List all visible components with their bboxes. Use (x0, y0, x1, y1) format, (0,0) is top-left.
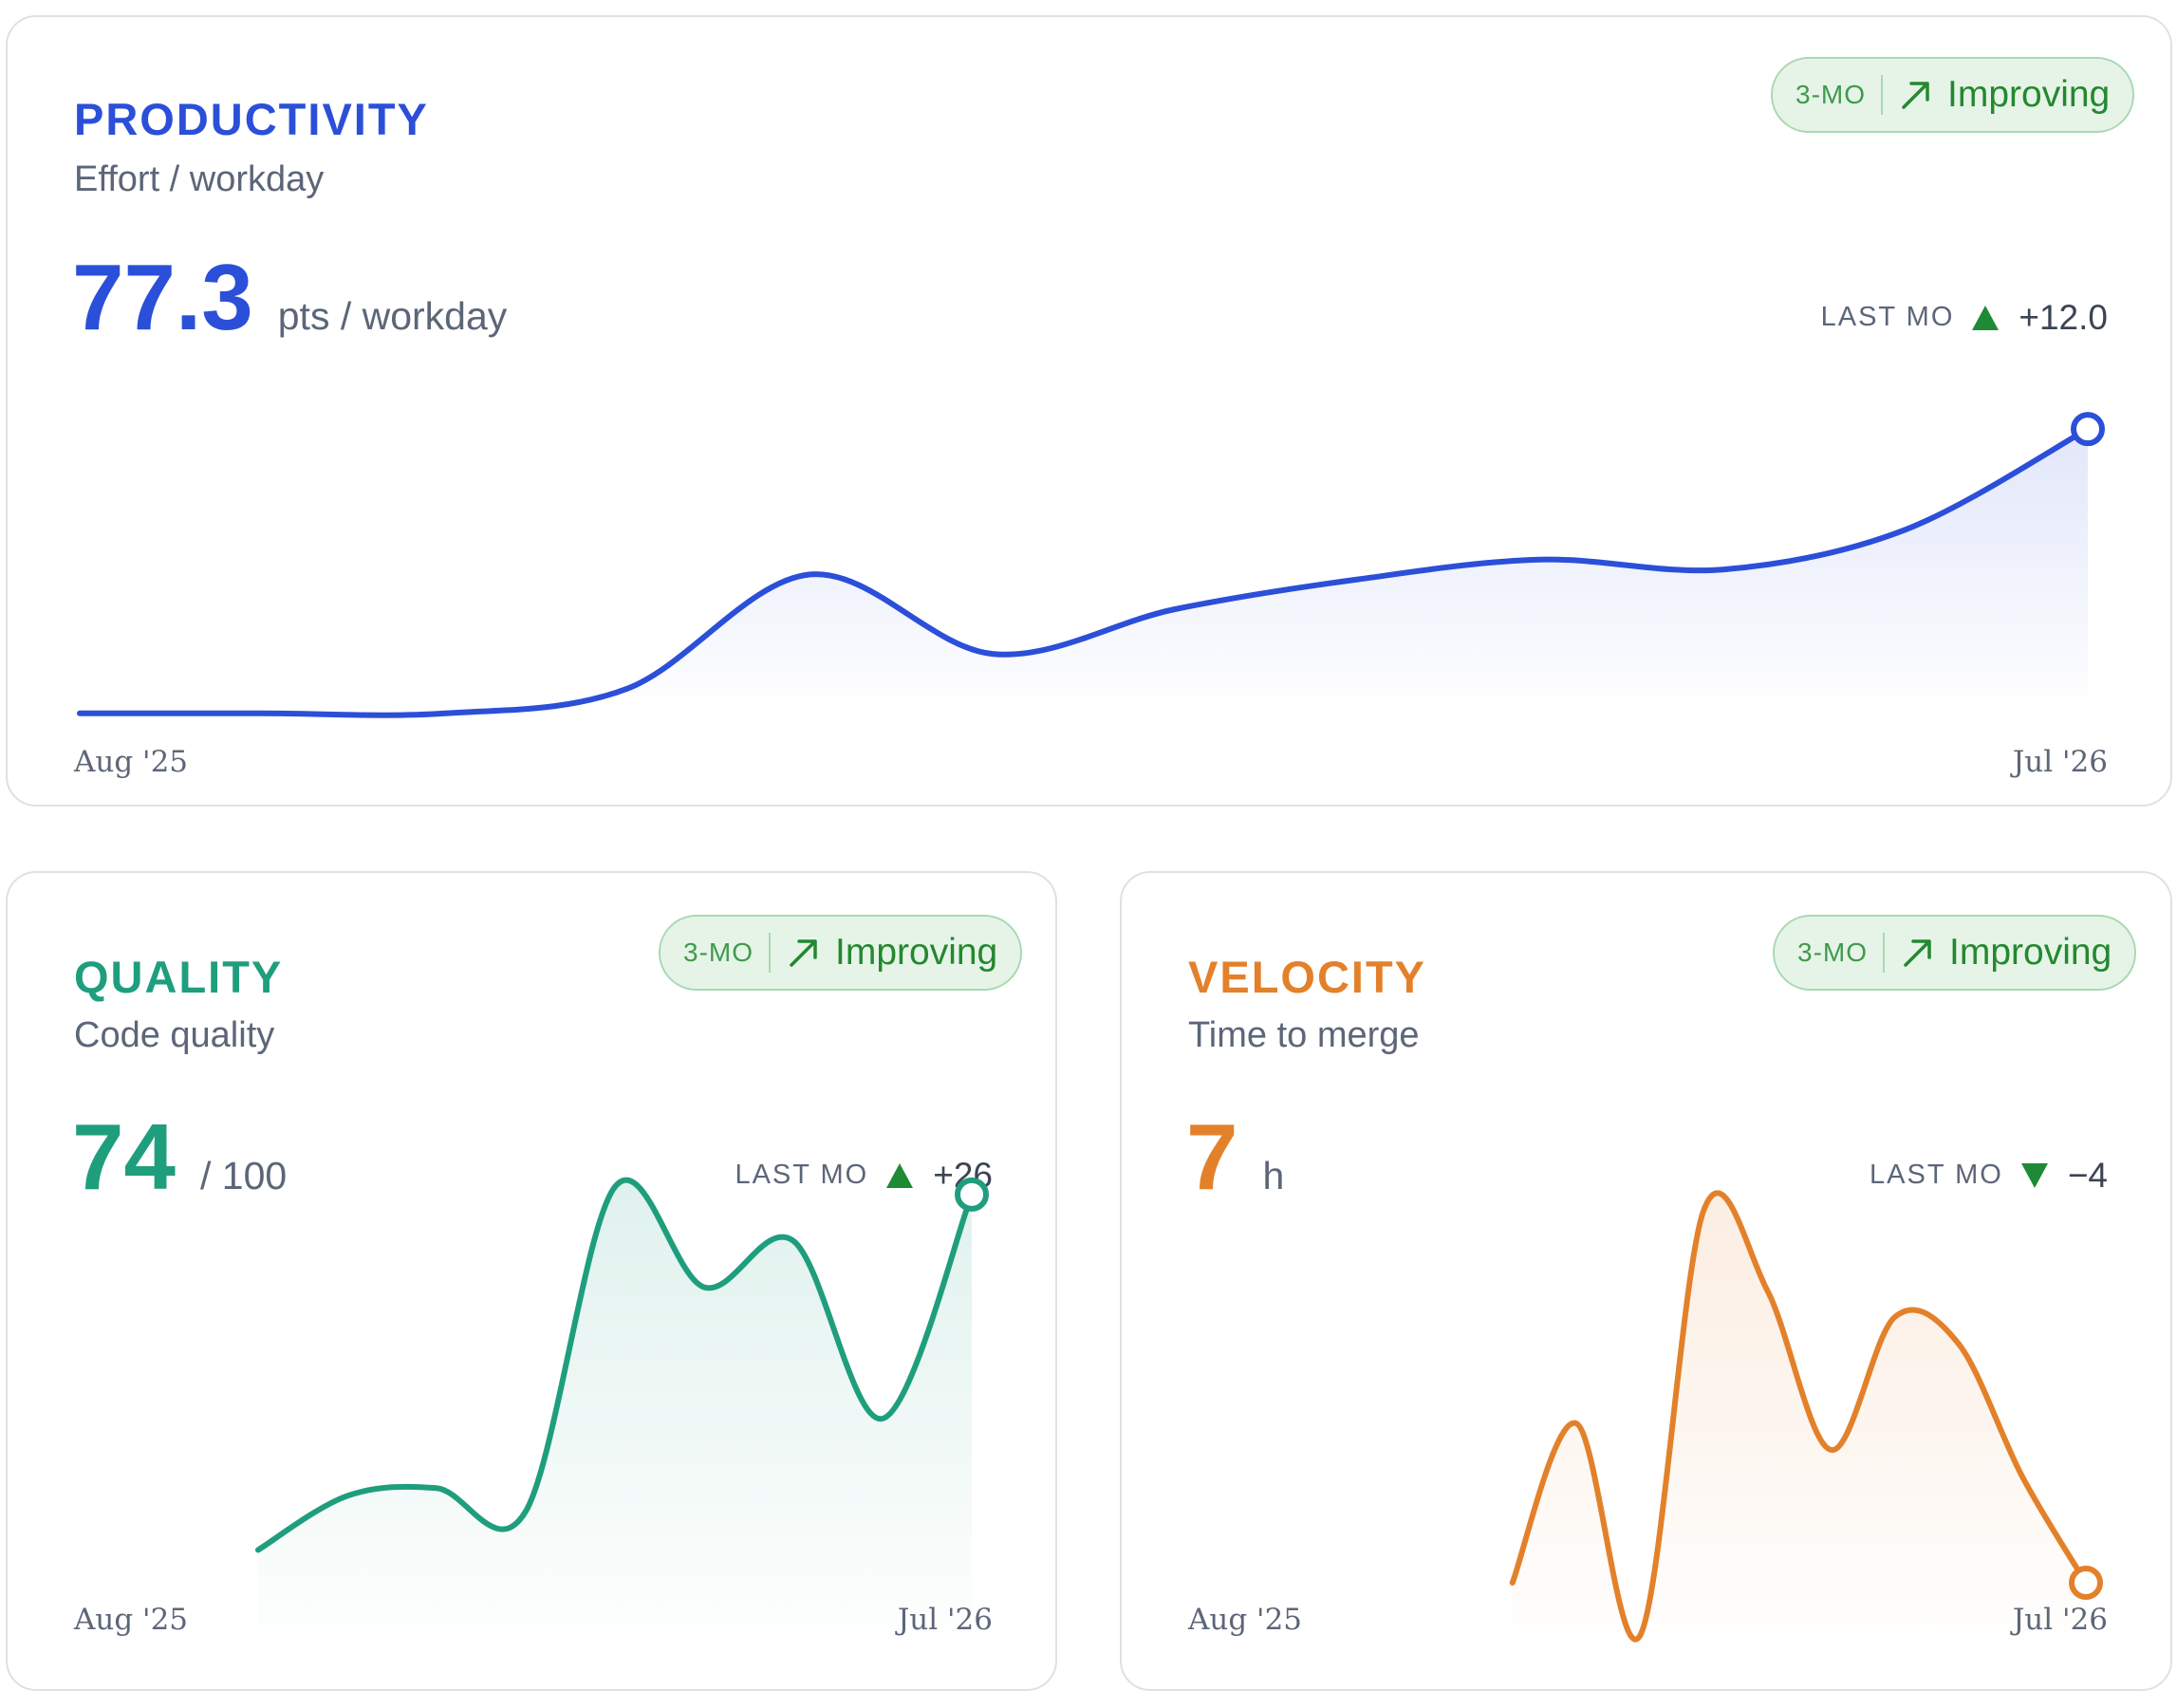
last-point-marker (2071, 412, 2105, 447)
x-axis-end-label: Jul '26 (2012, 745, 2108, 779)
card-title: PRODUCTIVITY (74, 94, 429, 144)
metric-value: 74 (72, 1105, 177, 1209)
metric-unit: h (1262, 1154, 1285, 1197)
card-title: QUALITY (74, 952, 284, 1002)
trend-badge: 3-MO Improving (1771, 57, 2135, 133)
metric: 7 h (1186, 1110, 1284, 1203)
trend-up-arrow-icon (1904, 939, 1931, 967)
last-point-marker (955, 1177, 989, 1212)
badge-divider (769, 933, 771, 973)
metric-value: 7 (1186, 1105, 1238, 1209)
badge-divider (1881, 75, 1883, 115)
delta-label: LAST MO (1870, 1160, 2003, 1190)
badge-status: Improving (835, 932, 998, 973)
triangle-down-icon (2020, 1162, 2048, 1188)
trend-up-arrow-icon (1902, 82, 1929, 109)
x-axis-start-label: Aug '25 (1188, 1603, 1303, 1637)
card-title: VELOCITY (1188, 952, 1427, 1002)
velocity-card: VELOCITY Time to merge 7 h 3-MO Improvin… (1120, 871, 2172, 1691)
trend-up-arrow-icon (790, 939, 817, 967)
last-month-delta: LAST MO +12.0 (1821, 300, 2108, 335)
card-subtitle: Time to merge (1188, 1015, 1420, 1055)
card-subtitle: Code quality (74, 1015, 275, 1055)
metric-value: 77.3 (72, 245, 253, 349)
x-axis-end-label: Jul '26 (897, 1603, 993, 1637)
triangle-up-icon (1972, 305, 2000, 330)
trend-badge: 3-MO Improving (659, 915, 1023, 991)
series-line (77, 426, 2091, 718)
delta-value: +12.0 (2019, 298, 2108, 337)
last-point-marker (2069, 1566, 2103, 1600)
badge-period: 3-MO (1796, 80, 1866, 109)
delta-value: −4 (2067, 1156, 2108, 1195)
badge-period: 3-MO (683, 938, 754, 967)
metric: 77.3 pts / workday (72, 251, 507, 343)
badge-divider (1883, 933, 1885, 973)
badge-status: Improving (1949, 932, 2112, 973)
x-axis-end-label: Jul '26 (2012, 1603, 2108, 1637)
metric-unit: pts / workday (277, 294, 508, 338)
area-fill (258, 1179, 972, 1661)
x-axis-start-label: Aug '25 (74, 745, 189, 779)
series-line (1509, 1190, 2089, 1643)
x-axis-start-label: Aug '25 (74, 1603, 189, 1637)
delta-label: LAST MO (735, 1160, 869, 1190)
series-line (255, 1177, 975, 1553)
quality-card: QUALITY Code quality 74 / 100 3-MO Impro… (6, 871, 1057, 1691)
trend-badge: 3-MO Improving (1773, 915, 2137, 991)
productivity-card: PRODUCTIVITY Effort / workday 77.3 pts /… (6, 15, 2172, 807)
triangle-up-icon (886, 1162, 914, 1188)
card-subtitle: Effort / workday (74, 159, 325, 199)
area-fill (1512, 1193, 2086, 1661)
badge-status: Improving (1947, 74, 2111, 115)
productivity-sparkline (77, 412, 2105, 718)
metric-unit: / 100 (200, 1154, 288, 1197)
delta-label: LAST MO (1820, 302, 1955, 332)
last-month-delta: LAST MO −4 (1870, 1158, 2108, 1193)
metric: 74 / 100 (72, 1110, 287, 1203)
velocity-sparkline (1509, 1190, 2103, 1661)
area-fill (80, 429, 2088, 715)
badge-period: 3-MO (1797, 938, 1868, 967)
quality-sparkline (255, 1177, 989, 1661)
